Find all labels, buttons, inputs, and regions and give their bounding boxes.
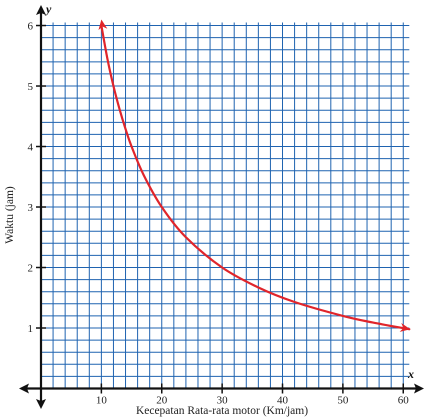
curve-layer — [98, 19, 411, 332]
series-line — [100, 24, 411, 331]
x-axis-right-arrow — [414, 383, 424, 394]
x-axis-left-arrow — [19, 383, 29, 394]
x-tick-label: 40 — [277, 395, 289, 407]
x-tick-label: 50 — [337, 395, 349, 407]
axes — [19, 5, 424, 409]
y-axis-bottom-arrow — [36, 399, 46, 409]
y-axis-title: Waktu (jam) — [4, 186, 16, 244]
y-tick-label: 6 — [28, 21, 34, 33]
tick-labels: 10 20 30 40 50 60 1 2 3 4 5 6 — [28, 21, 410, 407]
x-axis-title: Kecepatan Rata-rata motor (Km/jam) — [136, 405, 308, 417]
x-tick-label: 30 — [217, 395, 229, 407]
y-tick-label: 2 — [28, 263, 34, 275]
x-tick-label: 10 — [96, 395, 108, 407]
x-tick-label: 60 — [398, 395, 410, 407]
y-tick-label: 3 — [28, 202, 34, 214]
grid — [41, 22, 410, 389]
curve-end-arrow — [399, 323, 411, 332]
y-tick-label: 4 — [28, 142, 34, 154]
y-tick-label: 1 — [28, 323, 34, 335]
curve-start-arrow — [98, 19, 108, 31]
y-axis-variable: y — [44, 2, 52, 16]
y-tick-label: 5 — [28, 81, 34, 93]
y-axis-top-arrow — [36, 5, 46, 15]
x-tick-label: 20 — [156, 395, 168, 407]
x-axis-variable: x — [407, 367, 414, 381]
